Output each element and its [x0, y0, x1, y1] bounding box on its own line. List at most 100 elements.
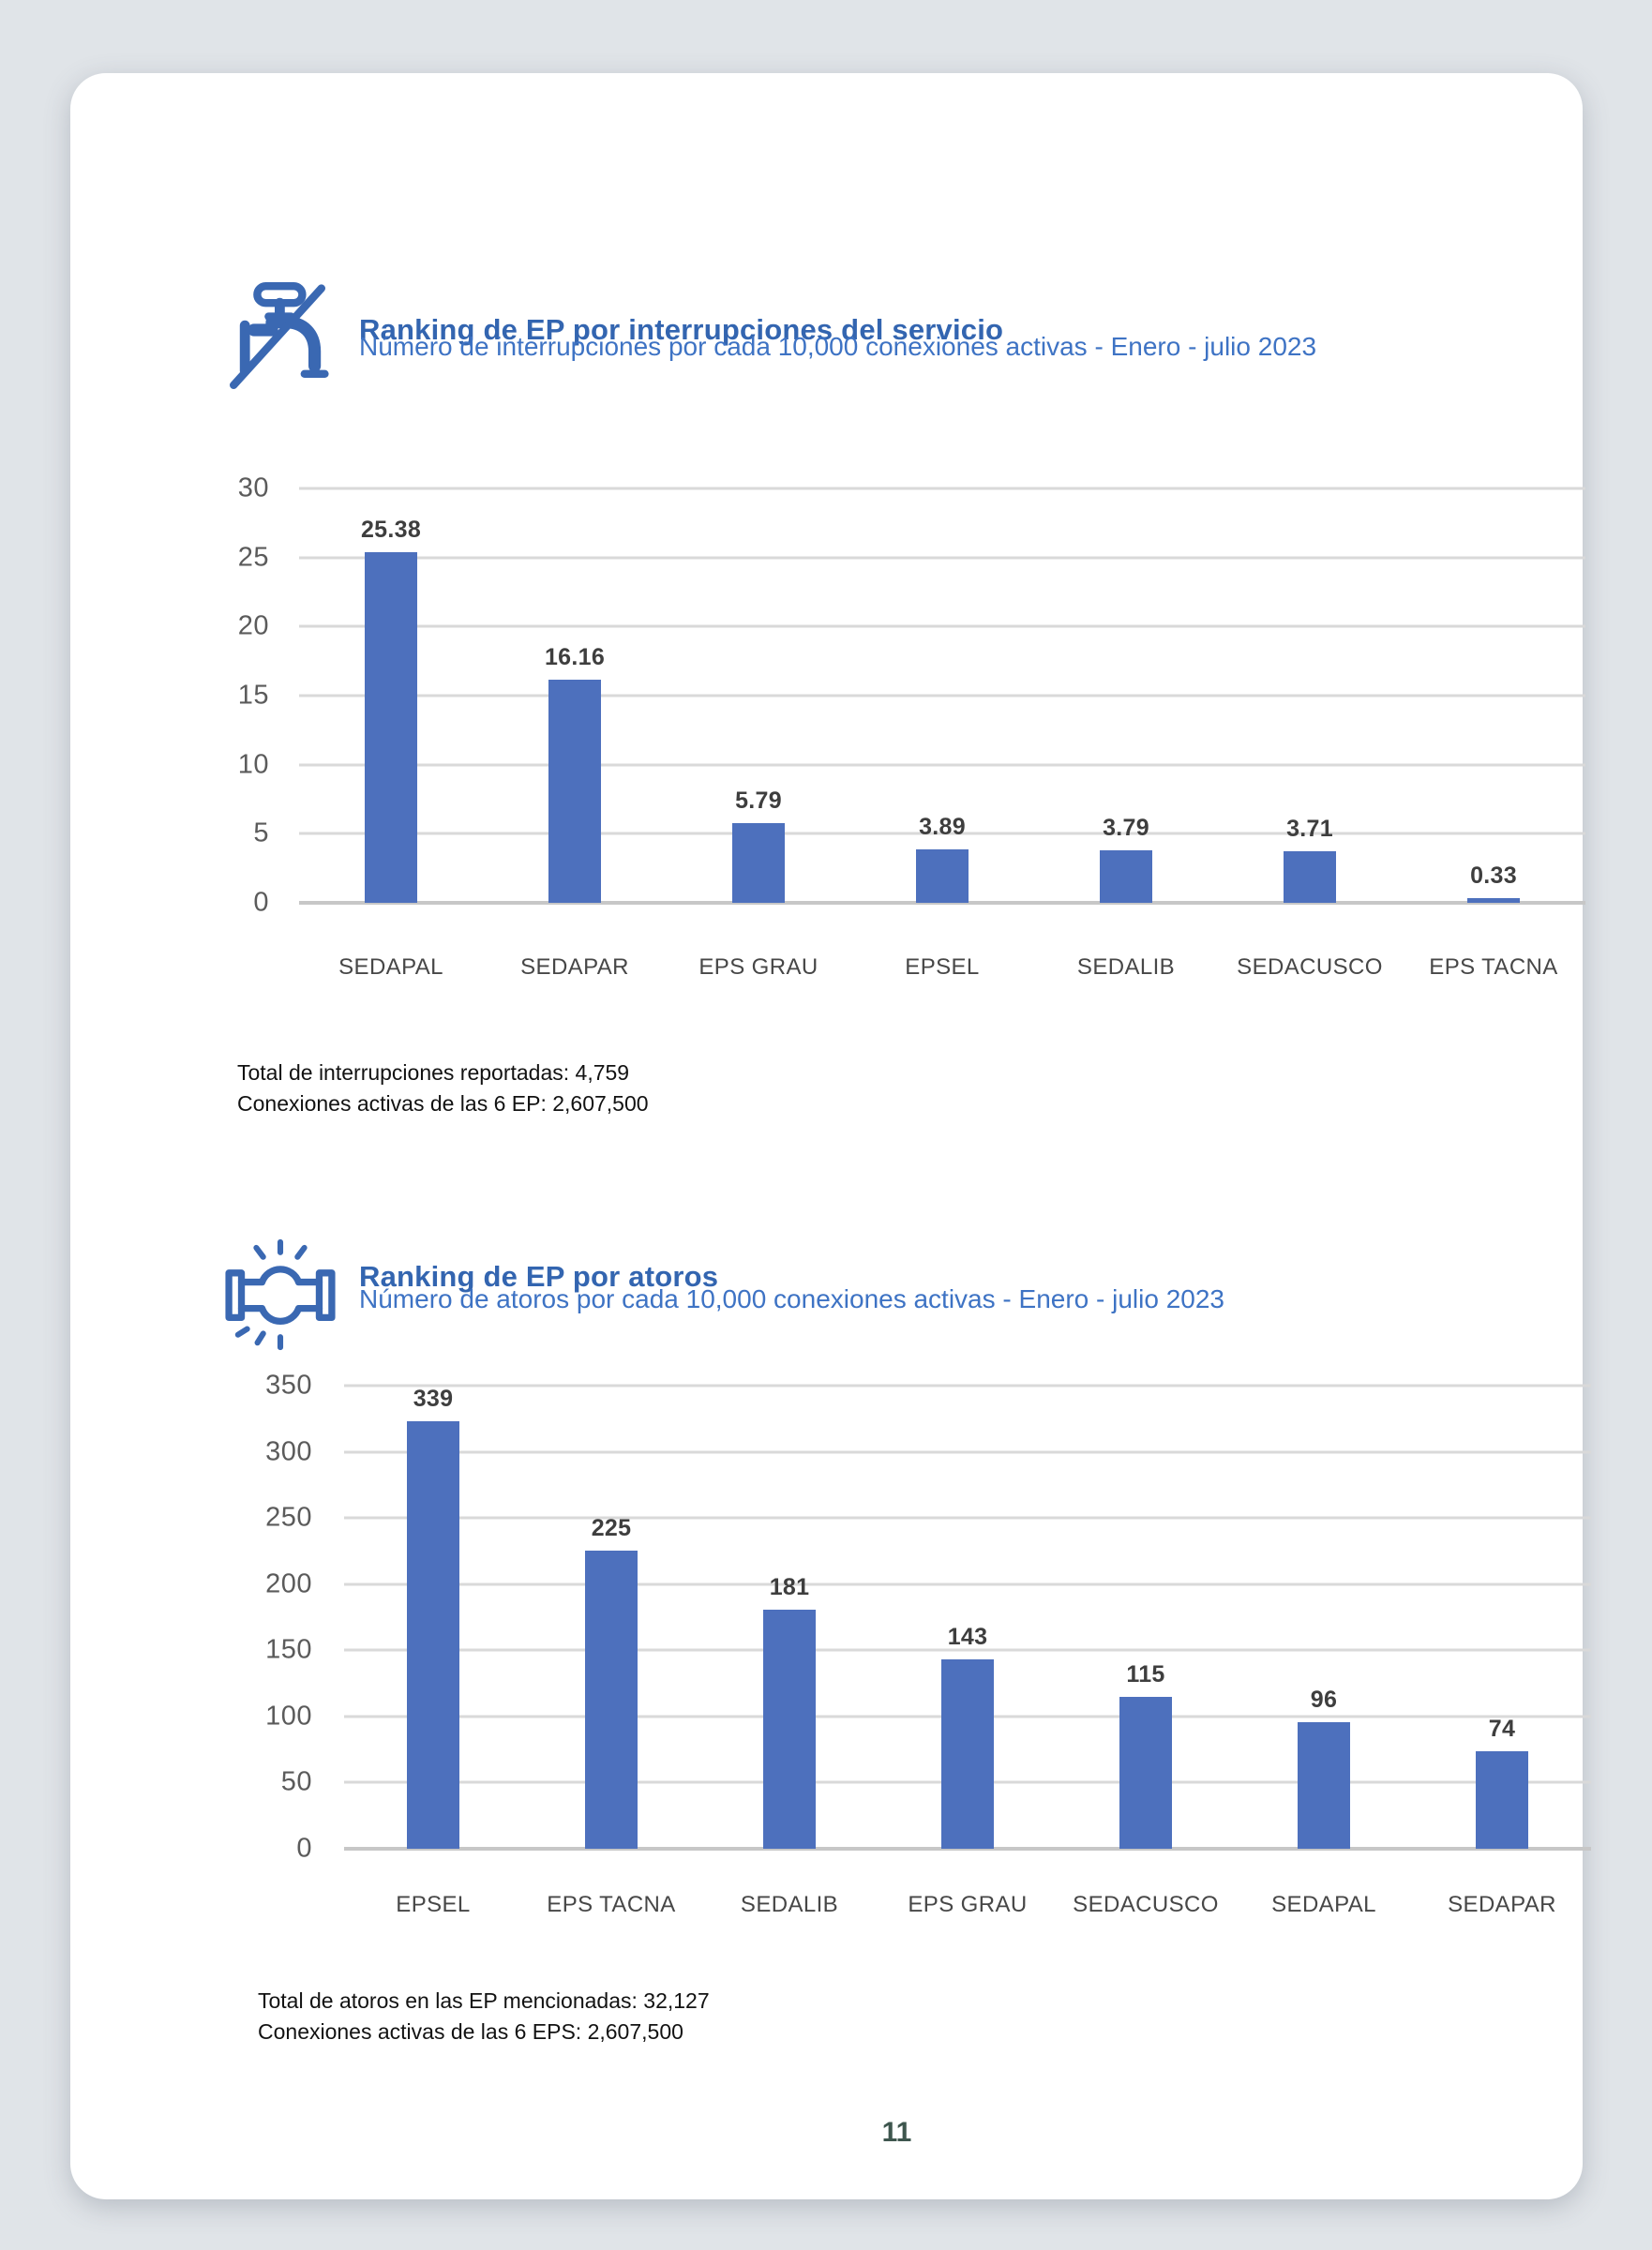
bar-slot: 3.79 [1034, 488, 1218, 903]
y-tick-label: 0 [296, 1833, 312, 1864]
bar [548, 679, 601, 903]
bar [1119, 1696, 1172, 1849]
y-tick-label: 50 [280, 1766, 312, 1797]
category-label: EPSEL [396, 1892, 471, 1917]
bar-value-label: 181 [769, 1573, 810, 1600]
chart-subtitle: Número de atoros por cada 10,000 conexio… [359, 1284, 1224, 1313]
bar [763, 1609, 816, 1849]
y-tick-label: 250 [265, 1502, 312, 1533]
bar-value-label: 25.38 [360, 517, 422, 544]
y-tick-label: 200 [265, 1568, 312, 1599]
plot-area: 339 225 181 143 115 96 74 [344, 1384, 1591, 1851]
y-tick-label: 20 [237, 610, 269, 641]
gridline [344, 1384, 1591, 1388]
category-label: SEDALIB [740, 1892, 839, 1917]
y-tick-label: 150 [265, 1634, 312, 1665]
category-label: SEDAPAL [1271, 1892, 1376, 1917]
y-tick-label: 25 [237, 542, 269, 573]
bar-slot: 115 [1057, 1386, 1235, 1849]
bar [585, 1551, 638, 1849]
bar-value-label: 74 [1488, 1715, 1516, 1742]
page-number: 11 [881, 2117, 912, 2148]
y-tick-label: 30 [237, 472, 269, 503]
gridline [344, 1648, 1591, 1652]
bar-slot: 5.79 [667, 488, 850, 903]
bar-slot: 16.16 [483, 488, 667, 903]
bar-value-label: 0.33 [1470, 862, 1517, 890]
y-tick-label: 0 [253, 887, 269, 918]
bar [1467, 898, 1520, 903]
y-tick-label: 5 [253, 818, 269, 848]
category-label: EPS GRAU [698, 954, 818, 980]
footnote-line: Conexiones activas de las 6 EP: 2,607,50… [237, 1091, 649, 1116]
gridline [344, 1847, 1591, 1851]
gridline [299, 901, 1585, 905]
gridline [344, 1450, 1591, 1454]
bar-slot: 339 [344, 1386, 522, 1849]
gridline [299, 624, 1585, 628]
footnote-line: Total de atoros en las EP mencionadas: 3… [258, 1988, 710, 2013]
gridline [344, 1516, 1591, 1520]
document-card: Ranking de EP por interrupciones del ser… [70, 73, 1591, 2199]
bar-slot: 96 [1235, 1386, 1413, 1849]
x-axis-labels: SEDAPAL SEDAPAR EPS GRAU EPSEL SEDALIB SEDACU… [299, 954, 1585, 981]
bar-value-label: 143 [947, 1624, 988, 1651]
bar [407, 1421, 459, 1849]
gridline [299, 487, 1585, 490]
category-label: SEDAPAL [338, 954, 443, 980]
footnote-line: Conexiones activas de las 6 EPS: 2,607,5… [258, 2019, 683, 2044]
category-label: EPSEL [905, 954, 980, 980]
x-axis-labels: EPSEL EPS TACNA SEDALIB EPS GRAU SEDACUSCO SE… [344, 1892, 1591, 1918]
bar-value-label: 3.71 [1286, 816, 1333, 843]
bar [1284, 851, 1336, 903]
gridline [299, 832, 1585, 835]
y-tick-label: 15 [237, 680, 269, 711]
bar-value-label: 115 [1126, 1660, 1165, 1688]
bar-value-label: 16.16 [544, 643, 606, 670]
gridline [299, 556, 1585, 560]
footnote-line: Total de interrupciones reportadas: 4,75… [237, 1060, 630, 1085]
y-tick-label: 100 [265, 1701, 312, 1732]
chart-footnotes: Total de interrupciones reportadas: 4,75… [237, 1058, 649, 1119]
y-tick-label: 10 [237, 749, 269, 780]
y-axis: 0 5 10 15 20 25 30 [183, 473, 269, 918]
category-label: SEDACUSCO [1237, 954, 1383, 980]
y-tick-label: 300 [265, 1436, 312, 1467]
bar-slot: 181 [700, 1386, 879, 1849]
category-label: EPS TACNA [1429, 954, 1558, 980]
bars-row: 25.38 16.16 5.79 3.89 3.79 3.71 0.33 [299, 488, 1585, 903]
bar-slot: 225 [522, 1386, 700, 1849]
bar [732, 822, 785, 903]
y-axis: 0 50 100 150 200 250 300 350 [202, 1371, 312, 1864]
bar-slot: 0.33 [1402, 488, 1585, 903]
bar-value-label: 225 [591, 1515, 632, 1542]
pipe-burst-icon [218, 1238, 342, 1352]
bars-row: 339 225 181 143 115 96 74 [344, 1386, 1591, 1849]
bar [1100, 850, 1152, 903]
bar-slot: 3.71 [1218, 488, 1402, 903]
bar-value-label: 96 [1310, 1686, 1338, 1713]
y-tick-label: 350 [265, 1370, 312, 1401]
gridline [344, 1582, 1591, 1586]
category-label: EPS TACNA [547, 1892, 676, 1917]
gridline [299, 694, 1585, 698]
bar [1476, 1750, 1528, 1849]
chart-title: Ranking de EP por atoros [359, 1259, 719, 1293]
plot-area: 25.38 16.16 5.79 3.89 3.79 3.71 0.33 [299, 487, 1585, 905]
bar-value-label: 3.79 [1103, 815, 1149, 842]
chart-footnotes: Total de atoros en las EP mencionadas: 3… [258, 1986, 710, 2048]
bar-slot: 25.38 [299, 488, 483, 903]
category-label: SEDACUSCO [1073, 1892, 1219, 1917]
bar [941, 1659, 994, 1849]
bar-slot: 143 [879, 1386, 1057, 1849]
chart-subtitle: Número de interrupciones por cada 10,000… [359, 332, 1317, 361]
bar-slot: 3.89 [850, 488, 1034, 903]
category-label: SEDAPAR [520, 954, 629, 980]
category-label: EPS GRAU [908, 1892, 1028, 1917]
bar [1298, 1721, 1350, 1849]
bar [365, 552, 417, 903]
bar-value-label: 339 [413, 1386, 454, 1412]
category-label: SEDAPAR [1448, 1892, 1556, 1917]
bar-slot: 74 [1413, 1386, 1591, 1849]
